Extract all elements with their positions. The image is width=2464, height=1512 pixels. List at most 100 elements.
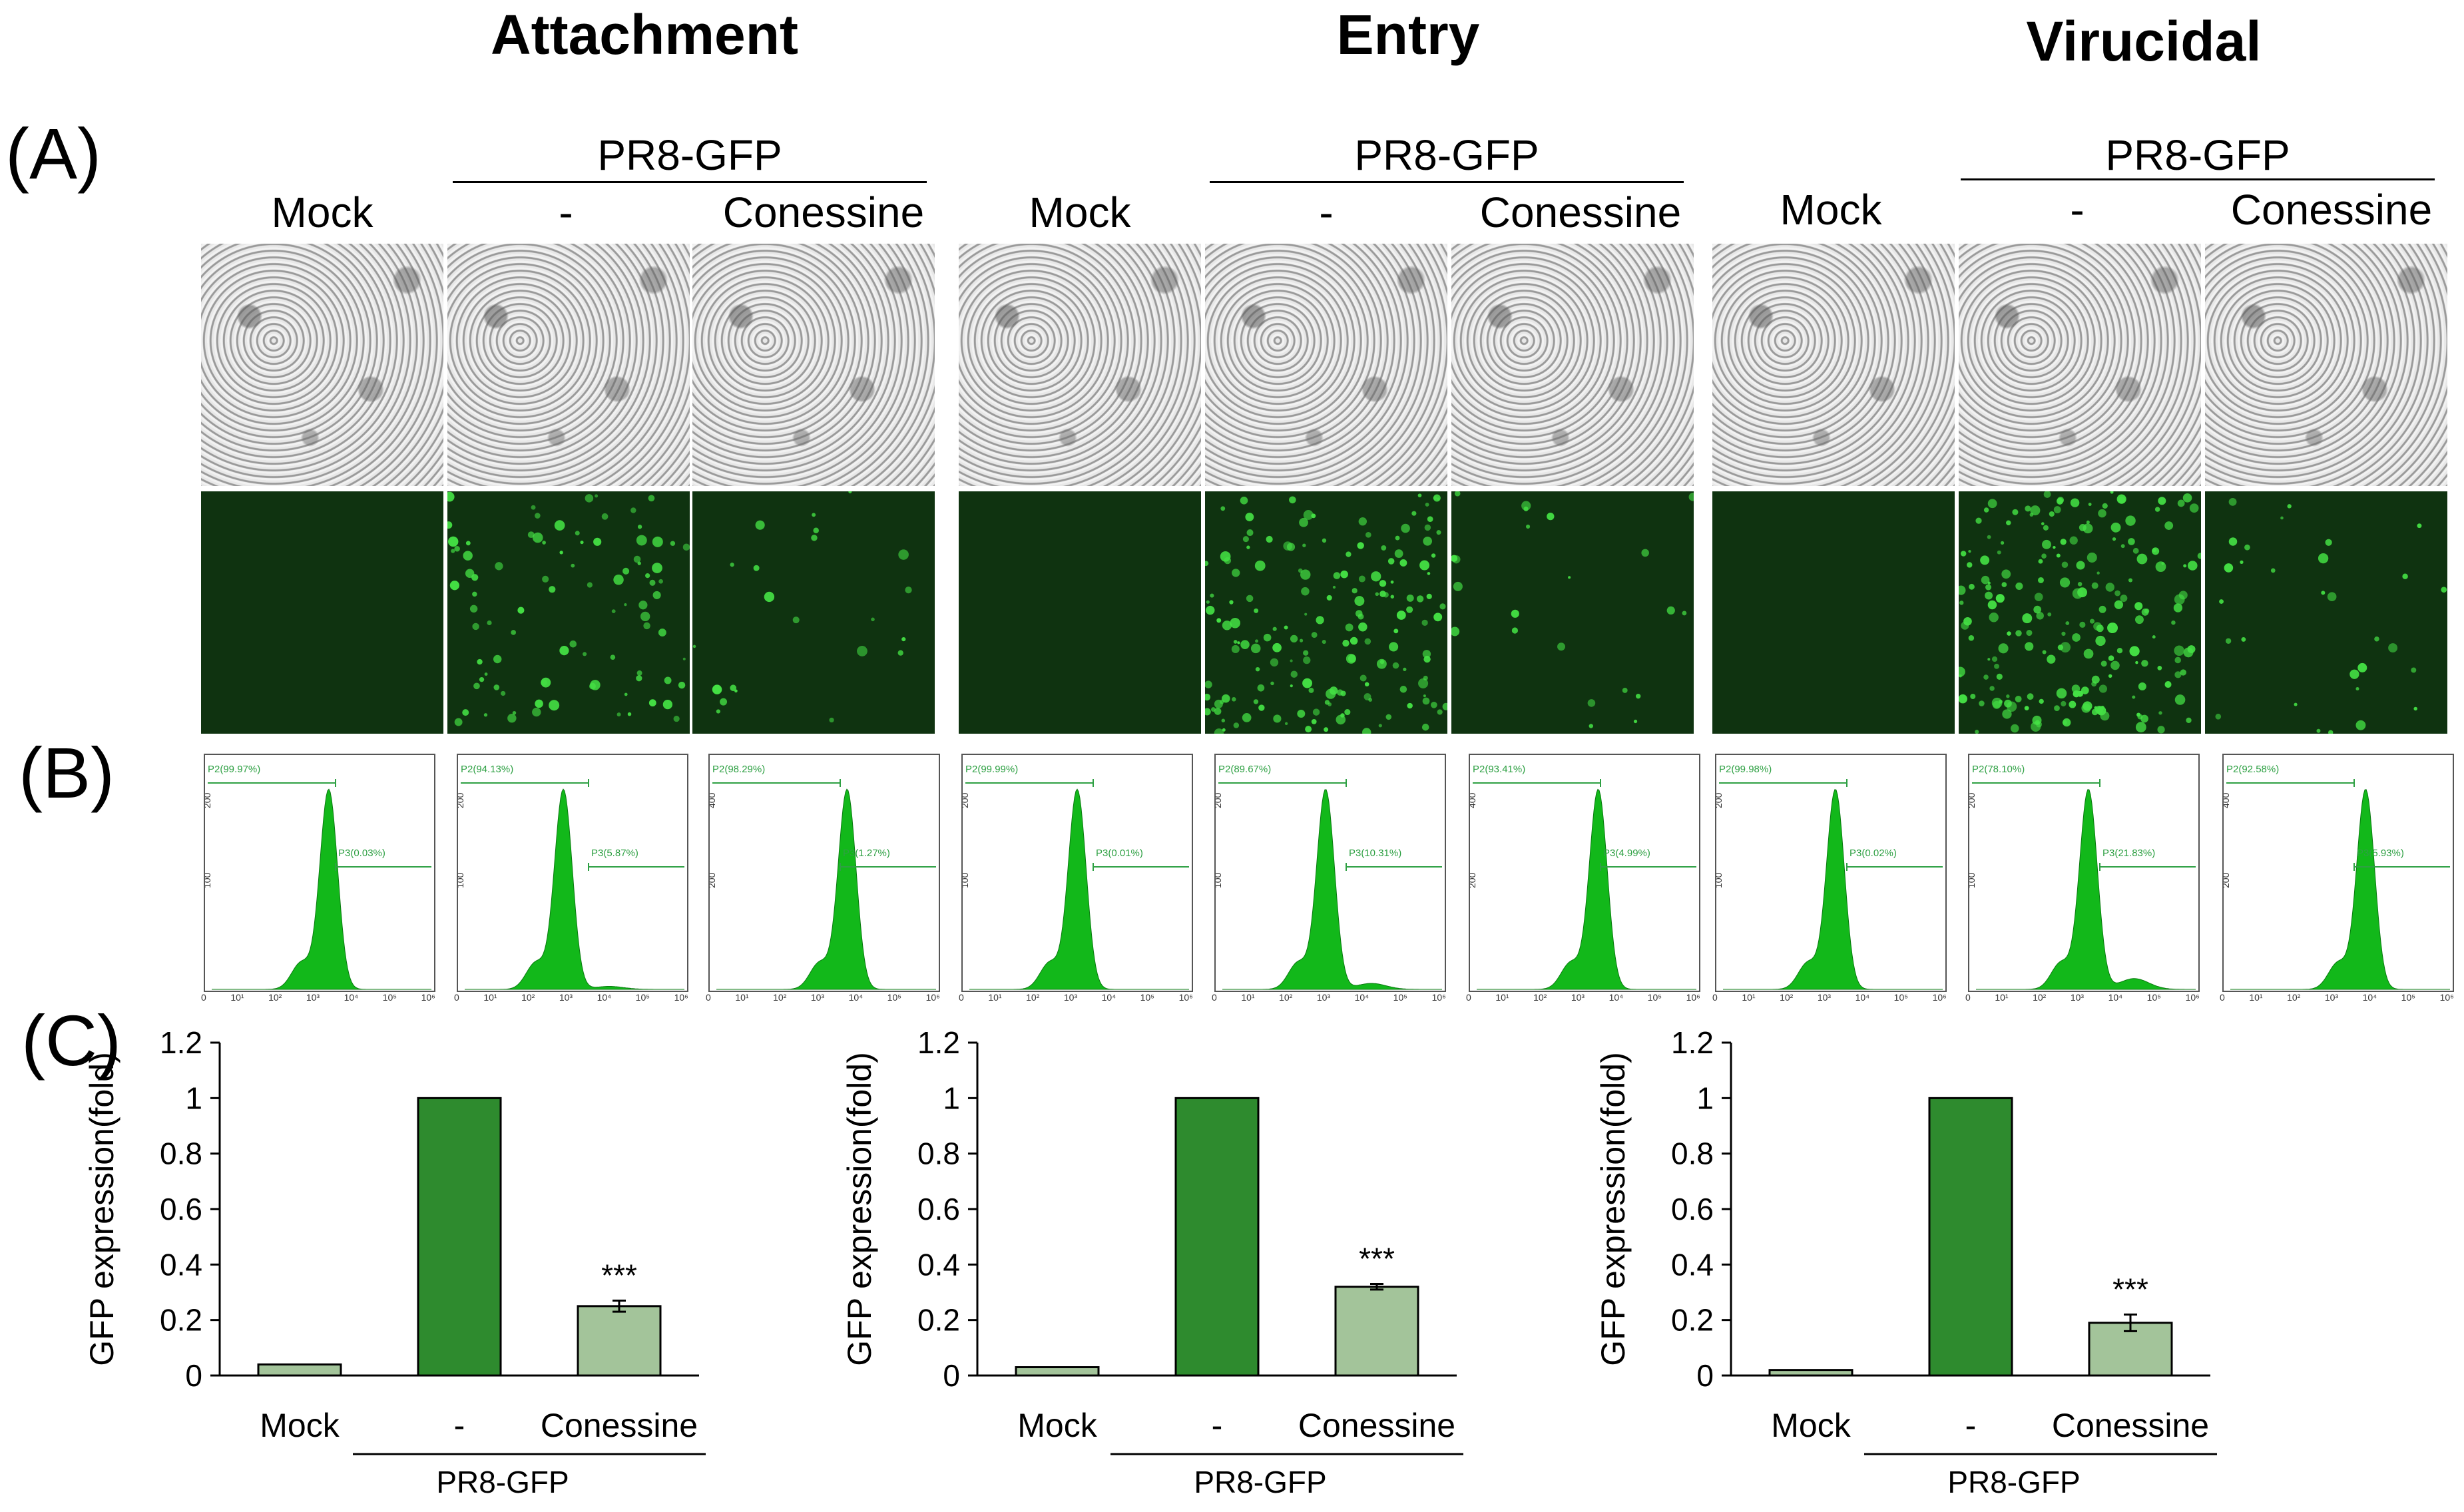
gfp-cell-dot [897, 650, 903, 656]
facs-x-tick-label: 10² [521, 992, 535, 1003]
gfp-cell-dot [1547, 513, 1555, 521]
facs-histogram-curve [212, 788, 431, 990]
gfp-cell-dot [1980, 555, 1990, 565]
y-tick-label: 1.2 [917, 1025, 960, 1060]
gfp-cell-dot [2054, 705, 2060, 711]
gfp-cell-dot [2173, 603, 2183, 613]
facs-x-tick-label: 10⁶ [1932, 992, 1947, 1003]
facs-gate-p2-label: P2(99.97%) [208, 764, 260, 775]
gfp-cell-dot [1981, 575, 1990, 585]
facs-y-tick-label: 200 [963, 792, 970, 808]
gfp-cell-dot [753, 565, 760, 571]
gfp-cell-dot [483, 713, 488, 717]
brightfield-image [959, 244, 1201, 486]
facs-histogram: 200 100 P2(94.13%) P3(5.87%) [455, 754, 688, 992]
category-label: - [1965, 1407, 1977, 1444]
gfp-cell-dot [2072, 588, 2083, 599]
gfp-cell-dot [2107, 623, 2118, 634]
gfp-cell-dot [2077, 690, 2084, 697]
facs-x-axis: 0 10¹ 10² 10³ 10⁴ 10⁵ 10⁶ [1466, 992, 1700, 1003]
gfp-cell-dot [610, 654, 616, 660]
brightfield-image [447, 244, 690, 486]
facs-y-tick-label: 200 [1216, 792, 1223, 808]
gfp-cell-dot [898, 549, 909, 560]
gfp-cell-dot [1304, 613, 1308, 616]
gfp-cell-dot [2041, 522, 2045, 525]
gfp-cell-dot [1245, 513, 1254, 521]
gfp-fluorescence-image [447, 491, 690, 734]
gfp-cell-dot [2157, 726, 2165, 734]
gfp-cell-dot [2174, 694, 2186, 705]
gfp-cell-dot [1422, 650, 1431, 658]
gfp-cell-dot [1666, 606, 1675, 615]
gfp-cell-dot [2108, 674, 2112, 678]
gfp-cell-dot [624, 603, 627, 607]
gfp-cell-dot [640, 611, 650, 622]
gfp-cell-dot [658, 579, 663, 584]
gfp-cell-dot [1322, 538, 1327, 543]
facs-x-axis: 0 10¹ 10² 10³ 10⁴ 10⁵ 10⁶ [454, 992, 688, 1003]
gfp-cell-dot [616, 712, 621, 717]
header-conessine: Conessine [722, 188, 925, 236]
facs-x-tick-label: 10⁵ [2401, 992, 2416, 1003]
gfp-cell-dot [712, 684, 722, 694]
facs-histogram: 200 100 P2(78.10%) P3(21.83%) [1966, 754, 2200, 992]
gfp-cell-dot [1344, 709, 1351, 716]
gfp-cell-dot [1381, 545, 1387, 551]
gfp-cell-dot [1423, 694, 1426, 698]
facs-x-axis: 0 10¹ 10² 10³ 10⁴ 10⁵ 10⁶ [706, 992, 940, 1003]
column-title-attachment: Attachment [490, 3, 799, 66]
gfp-cell-dot [2171, 620, 2176, 625]
gfp-cell-dot [479, 676, 485, 682]
gfp-cell-dot [2006, 520, 2011, 526]
gfp-cell-dot [1568, 576, 1571, 579]
gfp-cell-dot [652, 536, 663, 547]
gfp-cell-dot [1959, 666, 1965, 677]
header-untreated: - [559, 188, 573, 236]
gfp-cell-dot [2355, 720, 2366, 730]
facs-gate-p2-label: P2(99.99%) [965, 764, 1018, 775]
gfp-cell-dot [1431, 701, 1437, 708]
gfp-cell-dot [589, 682, 596, 690]
gfp-cell-dot [2001, 582, 2007, 587]
gfp-cell-dot [517, 607, 525, 614]
gfp-cell-dot [2174, 645, 2184, 656]
gfp-cell-dot [569, 640, 577, 648]
gfp-cell-dot [1346, 653, 1356, 664]
gfp-cell-dot [2129, 646, 2140, 656]
gfp-cell-dot [1454, 491, 1461, 497]
gfp-cell-dot [2100, 660, 2107, 667]
facs-gate-p2-label: P2(92.58%) [2226, 764, 2279, 775]
gfp-cell-dot [730, 563, 734, 567]
gfp-cell-dot [2063, 718, 2071, 727]
bar [417, 1097, 502, 1377]
gfp-cell-dot [2158, 711, 2162, 715]
gfp-cell-dot [2128, 578, 2133, 583]
gfp-cell-dot [1345, 623, 1354, 632]
gfp-cell-dot [1390, 580, 1394, 584]
gfp-cell-dot [1439, 603, 1446, 610]
gfp-cell-dot [2152, 635, 2156, 639]
header-conessine: Conessine [1479, 188, 1682, 236]
facs-x-tick-label: 0 [1712, 992, 1718, 1003]
facs-x-tick-label: 10⁵ [887, 992, 902, 1003]
y-tick-label: 0 [185, 1358, 202, 1393]
facs-x-tick-label: 10¹ [1495, 992, 1509, 1003]
gfp-cell-dot [1283, 541, 1293, 551]
gfp-cell-dot [532, 707, 541, 717]
gfp-cell-dot [2240, 560, 2244, 565]
facs-y-tick-label: 100 [1216, 872, 1223, 888]
gfp-cell-dot [2132, 547, 2139, 554]
group-label-pr8-gfp: PR8-GFP [2105, 131, 2290, 179]
gfp-cell-dot [2083, 701, 2093, 711]
gfp-cell-dot [1987, 499, 1997, 509]
column-title-virucidal: Virucidal [2026, 10, 2262, 73]
facs-x-tick-label: 10¹ [1742, 992, 1756, 1003]
facs-gate-p3-label: P3(5.87%) [591, 848, 638, 859]
gfp-cell-dot [2135, 722, 2146, 733]
gfp-cell-dot [1210, 593, 1214, 598]
gfp-cell-dot [559, 551, 563, 555]
gfp-cell-dot [652, 591, 661, 599]
facs-x-axis: 0 10¹ 10² 10³ 10⁴ 10⁵ 10⁶ [1212, 992, 1446, 1003]
gfp-cell-dot [1206, 600, 1210, 604]
